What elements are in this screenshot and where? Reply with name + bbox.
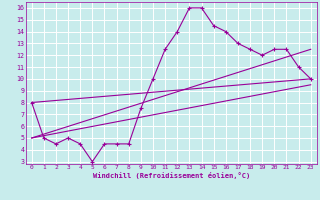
X-axis label: Windchill (Refroidissement éolien,°C): Windchill (Refroidissement éolien,°C) bbox=[92, 172, 250, 179]
